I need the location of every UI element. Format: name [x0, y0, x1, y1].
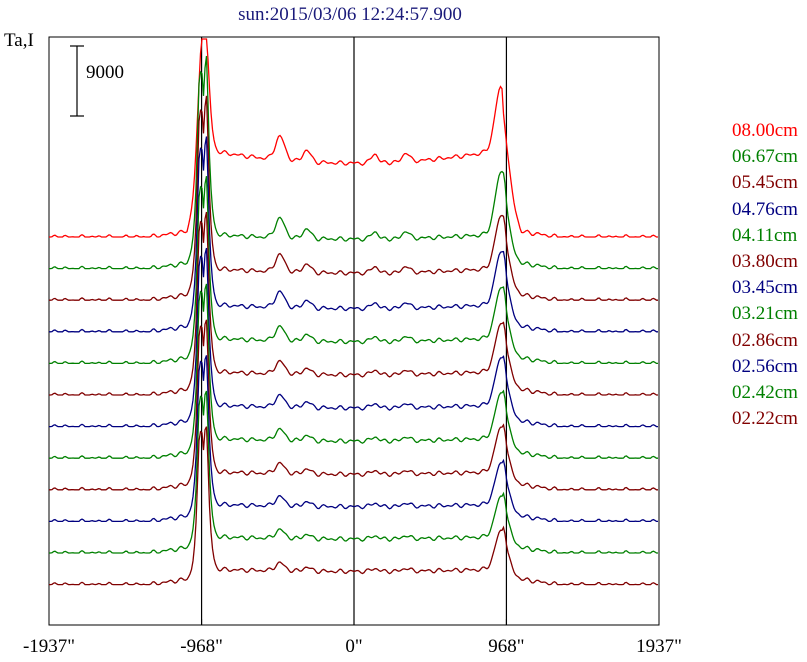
- x-axis-ticks: [48, 619, 660, 625]
- legend-item-06.67cm: 06.67cm: [732, 146, 798, 168]
- series-line-02.42cm: [49, 390, 658, 554]
- series-line-03.45cm: [49, 247, 658, 428]
- x-tick-label-0: -1937": [22, 636, 76, 657]
- series-line-03.80cm: [49, 211, 658, 396]
- x-tick-label-1: -968": [180, 636, 223, 657]
- chart-title: sun:2015/03/06 12:24:57.900: [238, 4, 462, 25]
- legend-item-04.76cm: 04.76cm: [732, 198, 798, 220]
- legend-item-03.21cm: 03.21cm: [732, 303, 798, 325]
- series-line-03.21cm: [49, 283, 658, 459]
- legend-item-04.11cm: 04.11cm: [732, 224, 798, 246]
- legend-item-05.45cm: 05.45cm: [732, 172, 798, 194]
- legend-item-02.56cm: 02.56cm: [732, 355, 798, 377]
- scale-bar: [70, 45, 84, 117]
- legend-item-03.80cm: 03.80cm: [732, 251, 798, 273]
- legend: 08.00cm 06.67cm 05.45cm 04.76cm 04.11cm 03.80…: [732, 118, 798, 432]
- legend-item-03.45cm: 03.45cm: [732, 277, 798, 299]
- legend-item-02.42cm: 02.42cm: [732, 382, 798, 404]
- legend-item-02.22cm: 02.22cm: [732, 408, 798, 430]
- x-tick-label-4: 1937": [636, 636, 682, 657]
- series-line-06.67cm: [49, 55, 658, 270]
- x-tick-label-3: 968": [488, 636, 525, 657]
- series-line-05.45cm: [49, 95, 658, 301]
- y-axis-label: Ta,I: [4, 30, 34, 51]
- legend-item-02.86cm: 02.86cm: [732, 329, 798, 351]
- vertical-guides: [200, 37, 508, 625]
- series-line-04.76cm: [49, 136, 658, 333]
- scale-bar-label: 9000: [86, 62, 124, 83]
- series-line-08.00cm: [49, 38, 658, 238]
- series-line-02.86cm: [49, 319, 658, 491]
- legend-item-08.00cm: 08.00cm: [732, 120, 798, 141]
- series-line-04.11cm: [49, 175, 658, 365]
- series-line-02.56cm: [49, 355, 658, 523]
- series-lines: [49, 38, 658, 586]
- x-tick-label-2: 0": [345, 636, 363, 657]
- series-line-02.22cm: [49, 426, 658, 586]
